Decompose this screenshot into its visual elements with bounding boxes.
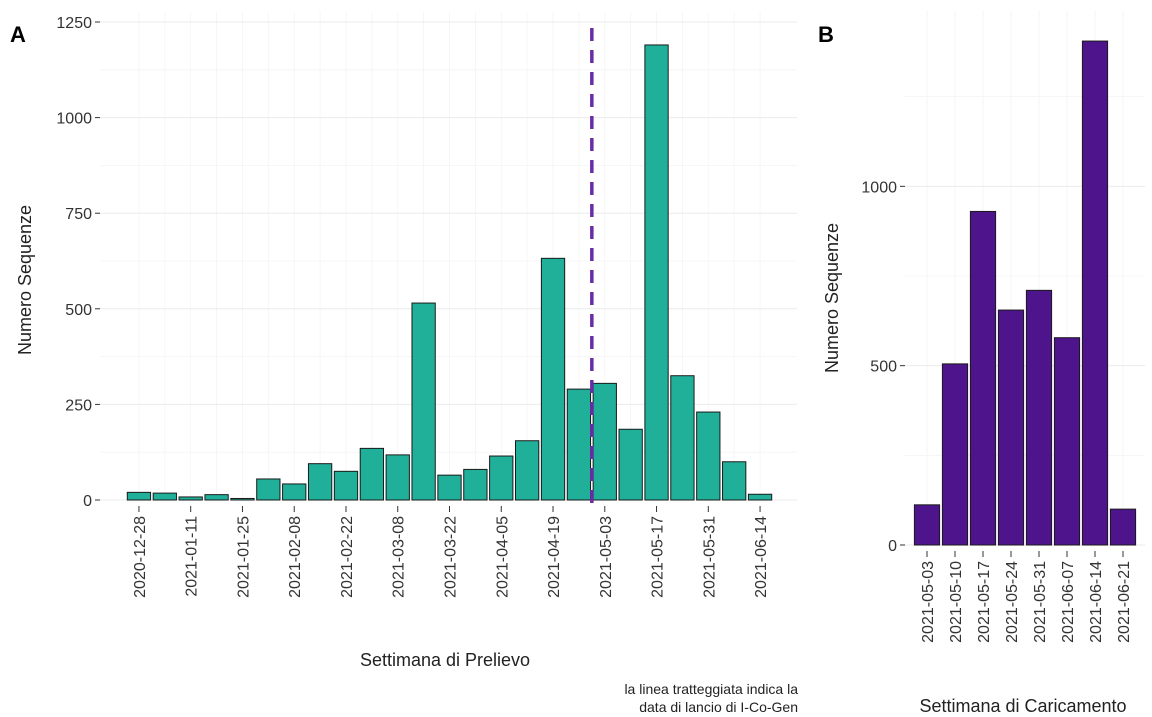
x-tick-label: 2021-05-31	[701, 516, 718, 598]
bar	[359, 447, 385, 501]
x-tick-label: 2021-01-25	[235, 516, 252, 598]
x-tick-label: 2021-03-08	[391, 516, 408, 598]
bar	[696, 411, 721, 501]
panel-a-note-line-2: data di lancio di I-Co-Gen	[639, 699, 798, 715]
bar	[411, 302, 436, 501]
panel-a-x-axis-title: Settimana di Prelievo	[360, 650, 530, 670]
bar	[722, 461, 747, 501]
bar	[256, 478, 281, 501]
x-tick-label: 2021-01-11	[184, 516, 201, 597]
bar	[670, 375, 695, 501]
bar	[913, 504, 941, 546]
bar	[333, 470, 359, 501]
y-tick-label: 1000	[56, 111, 92, 128]
x-tick-label: 2021-05-17	[976, 561, 993, 643]
bar	[152, 492, 177, 501]
bar	[941, 363, 969, 546]
x-tick-label: 2021-05-03	[920, 561, 937, 643]
bar	[514, 440, 540, 501]
y-tick-label: 1250	[56, 15, 92, 32]
x-tick-label: 2021-05-17	[650, 516, 667, 598]
bar	[1081, 40, 1109, 546]
panel-a-y-axis-title: Numero Sequenze	[15, 205, 35, 355]
y-tick-label: 0	[888, 538, 897, 555]
bar	[969, 210, 997, 546]
x-tick-label: 2021-04-19	[546, 516, 563, 598]
bar	[463, 468, 488, 501]
panel-b-x-ticks: 2021-05-03 2021-05-10 2021-05-17 2021-05-24…	[920, 551, 1133, 643]
x-tick-label: 2021-05-10	[948, 561, 965, 643]
bar	[385, 454, 410, 501]
x-tick-label: 2021-05-03	[598, 516, 615, 598]
bar	[437, 474, 462, 501]
bar	[1025, 289, 1053, 546]
x-tick-label: 2021-03-22	[443, 516, 460, 598]
bar	[566, 388, 592, 501]
bar	[489, 455, 514, 501]
bar	[178, 496, 203, 501]
bar	[747, 493, 773, 501]
bar	[230, 497, 255, 501]
panel-a-note-line-1: la linea tratteggiata indica la	[624, 681, 798, 697]
bar	[618, 428, 643, 501]
bar	[126, 491, 152, 501]
bar	[282, 483, 307, 501]
x-tick-label: 2021-05-31	[1032, 561, 1049, 643]
panel-a-x-ticks: 2020-12-28 2021-01-11 2021-01-25 2021-02-08…	[132, 506, 770, 598]
y-tick-label: 1000	[861, 179, 897, 196]
bar	[1053, 337, 1081, 546]
bar	[1109, 508, 1137, 546]
panel-a-letter: A	[10, 22, 26, 47]
panel-b-grid	[905, 10, 1145, 546]
bar	[540, 257, 566, 501]
x-tick-label: 2021-02-22	[339, 516, 356, 598]
y-tick-label: 500	[870, 359, 897, 376]
x-tick-label: 2021-06-07	[1060, 561, 1077, 643]
x-tick-label: 2021-02-08	[287, 516, 304, 598]
panel-a: A 0 250 500 750 1000 1250 2020-12-28 2021-01-1…	[10, 12, 798, 715]
bar	[592, 382, 617, 501]
x-tick-label: 2021-06-14	[753, 516, 770, 598]
panel-a-y-ticks: 0 250 500 750 1000 1250	[56, 15, 100, 510]
x-tick-label: 2021-04-05	[494, 516, 511, 598]
panel-a-bars	[126, 44, 773, 501]
panel-b-y-ticks: 0 500 1000	[861, 179, 905, 555]
panel-b: B 0 500 1000 2021-05-03 2021-05-10 2021-05-1…	[818, 10, 1145, 716]
y-tick-label: 500	[65, 302, 92, 319]
y-tick-label: 750	[65, 206, 92, 223]
x-tick-label: 2021-05-24	[1004, 561, 1021, 643]
panel-b-bars	[913, 40, 1137, 546]
x-tick-label: 2020-12-28	[132, 516, 149, 598]
bar	[644, 44, 669, 501]
x-tick-label: 2021-06-21	[1116, 561, 1133, 643]
panel-b-letter: B	[818, 22, 834, 47]
bar	[307, 463, 333, 501]
panel-b-y-axis-title: Numero Sequenze	[822, 223, 842, 373]
bar	[997, 309, 1025, 546]
bar	[204, 494, 229, 501]
panel-b-x-axis-title: Settimana di Caricamento	[919, 696, 1126, 716]
y-tick-label: 0	[83, 493, 92, 510]
x-tick-label: 2021-06-14	[1088, 561, 1105, 643]
y-tick-label: 250	[65, 397, 92, 414]
